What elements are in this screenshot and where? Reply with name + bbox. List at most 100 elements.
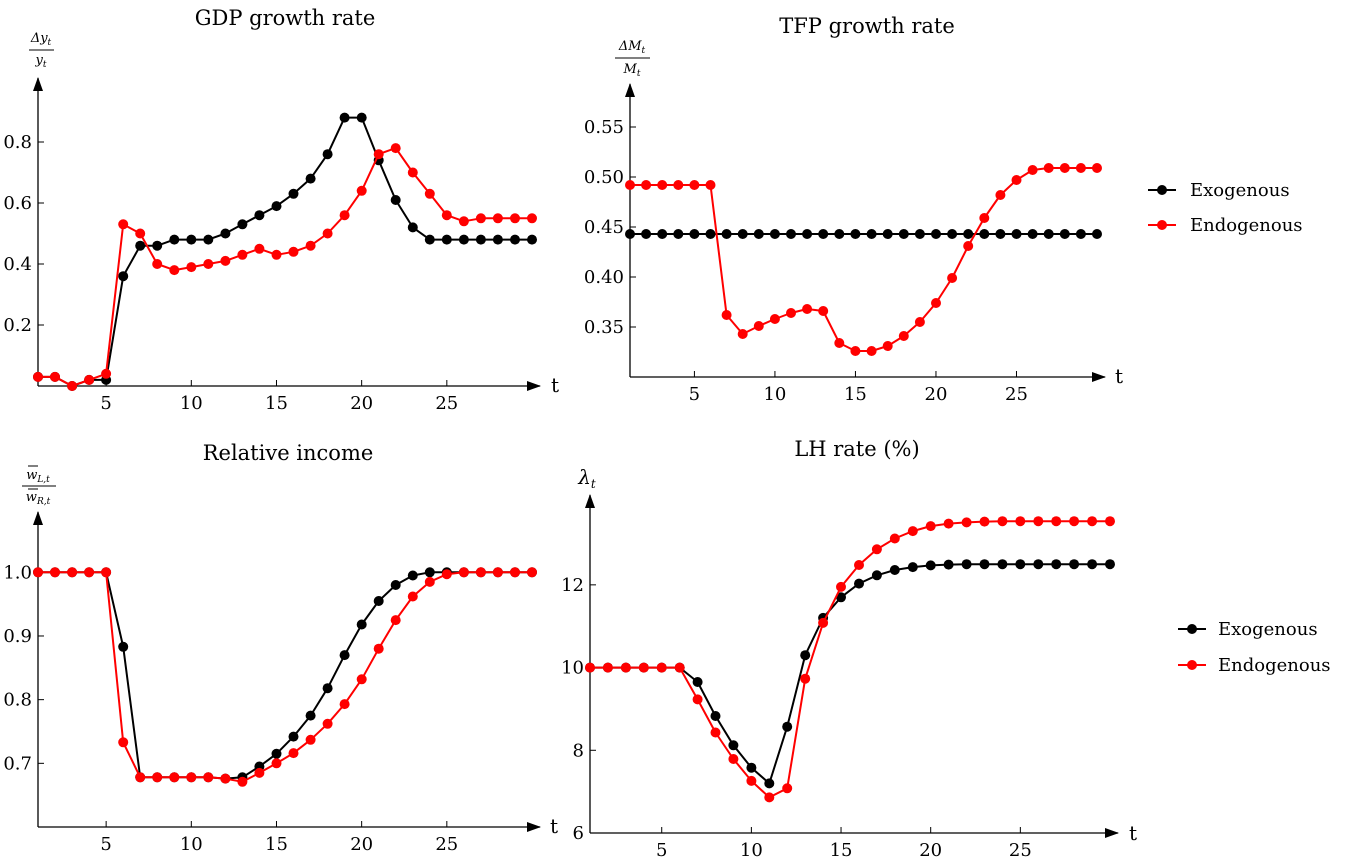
panel-tfp-growth: TFP growth rate ΔMt Mt t 5 10 15 20 25 0.350…: [584, 14, 1123, 405]
data-point-exogenous: [866, 229, 877, 239]
data-point-exogenous: [373, 596, 384, 606]
y-ticks: 6 8 10 12: [561, 575, 596, 844]
data-point-exogenous: [356, 112, 367, 123]
data-point-exogenous: [710, 711, 721, 721]
data-point-endogenous: [510, 567, 520, 578]
series-line-endogenous: [590, 520, 1110, 799]
data-point-endogenous: [764, 792, 775, 803]
data-point-endogenous: [898, 331, 909, 341]
chart-title: Relative income: [203, 441, 374, 465]
data-point-endogenous: [871, 544, 882, 555]
chart-title: GDP growth rate: [195, 6, 376, 30]
series-group: [625, 163, 1102, 356]
data-point-endogenous: [620, 662, 631, 673]
data-point-endogenous: [271, 249, 282, 260]
data-point-endogenous: [118, 737, 129, 748]
x-tick-label: 25: [1009, 840, 1032, 861]
x-ticks: 5 10 15 20 25: [100, 821, 458, 855]
data-point-exogenous: [728, 740, 739, 751]
data-point-endogenous: [373, 643, 384, 654]
data-point-exogenous: [1033, 559, 1044, 570]
data-point-endogenous: [356, 674, 367, 685]
y-tick-label: 0.2: [3, 315, 32, 336]
data-point-endogenous: [997, 516, 1008, 527]
data-point-exogenous: [657, 229, 668, 239]
data-point-endogenous: [818, 306, 829, 316]
y-label-den-sub: t: [43, 60, 47, 70]
legend-label-exogenous: Exogenous: [1218, 619, 1318, 640]
data-point-endogenous: [288, 246, 299, 257]
data-point-endogenous: [834, 338, 845, 348]
data-point-endogenous: [850, 346, 861, 356]
y-label-denominator: M: [623, 62, 638, 77]
data-point-endogenous: [802, 304, 813, 314]
y-label-denominator: y: [35, 53, 44, 68]
y-tick-label: 0.45: [584, 217, 624, 238]
data-point-endogenous: [271, 758, 282, 769]
legend-marker-endogenous: [1187, 660, 1197, 670]
x-tick-label: 5: [100, 393, 111, 414]
data-point-exogenous: [925, 560, 936, 571]
data-point-endogenous: [424, 576, 435, 587]
data-point-endogenous: [101, 368, 112, 379]
data-point-exogenous: [118, 271, 129, 282]
data-point-endogenous: [356, 185, 367, 196]
data-point-endogenous: [339, 699, 350, 710]
data-point-exogenous: [746, 762, 757, 773]
data-point-exogenous: [1087, 559, 1098, 570]
data-point-exogenous: [527, 234, 537, 245]
data-point-endogenous: [836, 581, 846, 592]
x-tick-label: 15: [265, 834, 288, 855]
svg-text:wR,t: wR,t: [26, 490, 51, 507]
data-point-endogenous: [407, 591, 418, 602]
data-point-exogenous: [1043, 229, 1054, 239]
data-point-exogenous: [931, 229, 941, 239]
x-tick-label: 10: [180, 834, 203, 855]
x-tick-label: 20: [350, 393, 373, 414]
data-point-endogenous: [220, 255, 231, 266]
data-point-endogenous: [979, 516, 990, 527]
y-label-numerator: ΔM: [618, 39, 642, 54]
data-point-exogenous: [271, 748, 282, 759]
data-point-endogenous: [322, 718, 333, 729]
x-tick-label: 10: [740, 840, 763, 861]
data-point-exogenous: [979, 559, 990, 570]
y-label-den-sub: R,t: [36, 497, 51, 507]
data-point-exogenous: [339, 112, 350, 123]
data-point-exogenous: [1015, 559, 1026, 570]
legend-label-exogenous: Exogenous: [1190, 180, 1290, 201]
data-point-endogenous: [641, 180, 652, 190]
data-point-endogenous: [657, 180, 668, 190]
data-point-exogenous: [692, 677, 703, 687]
data-point-endogenous: [305, 734, 316, 745]
y-tick-label: 0.8: [3, 690, 32, 711]
data-point-exogenous: [322, 149, 333, 160]
chart-title: LH rate (%): [794, 437, 919, 461]
y-label-numerator: Δy: [30, 31, 48, 46]
data-point-endogenous: [33, 567, 43, 578]
chart-title: TFP growth rate: [779, 14, 955, 38]
data-point-endogenous: [800, 673, 811, 684]
y-ticks: 0.7 0.8 0.9 1.0: [3, 562, 44, 774]
data-point-exogenous: [914, 229, 925, 239]
data-point-endogenous: [186, 262, 197, 273]
x-tick-label: 5: [100, 834, 111, 855]
data-point-endogenous: [753, 321, 764, 331]
data-point-endogenous: [458, 567, 469, 578]
y-tick-label: 6: [573, 823, 584, 844]
data-point-exogenous: [800, 650, 811, 661]
svg-text:yt: yt: [35, 53, 47, 70]
data-point-endogenous: [527, 213, 537, 224]
data-point-endogenous: [943, 518, 954, 529]
data-point-endogenous: [1043, 163, 1054, 173]
data-point-exogenous: [673, 229, 684, 239]
y-tick-label: 0.35: [584, 317, 624, 338]
x-tick-label: 20: [925, 384, 948, 405]
y-label-numerator: w: [26, 468, 37, 483]
data-point-exogenous: [424, 234, 435, 245]
series-group: [33, 567, 537, 787]
data-point-endogenous: [135, 228, 146, 239]
data-point-exogenous: [271, 201, 282, 212]
x-tick-label: 25: [435, 834, 458, 855]
data-point-endogenous: [288, 748, 299, 759]
